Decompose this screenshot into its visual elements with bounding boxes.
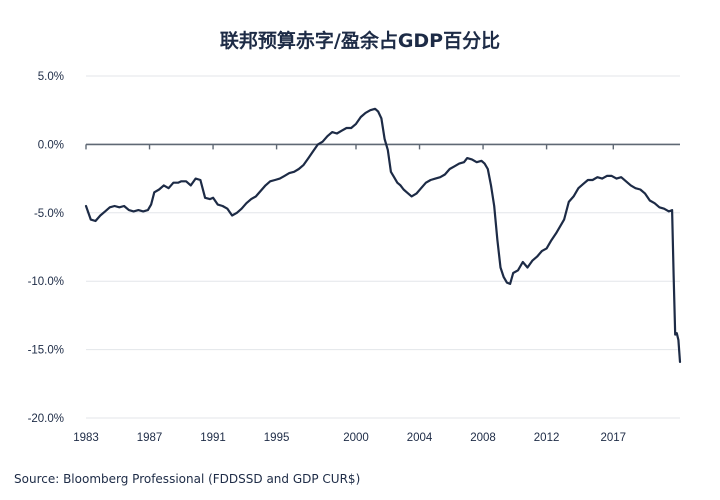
x-tick-label: 2008: [470, 432, 496, 444]
y-tick-label: -20.0%: [28, 413, 64, 425]
x-tick-label: 2004: [407, 432, 433, 444]
x-tick-label: 2017: [600, 432, 626, 444]
x-axis: [85, 143, 680, 150]
y-tick-label: -5.0%: [34, 208, 64, 220]
y-tick-label: 0.0%: [38, 139, 64, 151]
y-tick-label: -15.0%: [28, 345, 64, 357]
x-axis-ticks: 1983 1987 1991 1995 2000 2004 2008 2012 2017: [73, 432, 626, 444]
x-tick-label: 1987: [137, 432, 163, 444]
y-tick-label: -10.0%: [28, 276, 64, 288]
x-tick-label: 1995: [264, 432, 290, 444]
x-tick-label: 1983: [73, 432, 99, 444]
x-tick-label: 2000: [343, 432, 369, 444]
gridlines: [86, 75, 680, 419]
source-note: Source: Bloomberg Professional (FDDSSD a…: [14, 472, 361, 486]
chart-title: 联邦预算赤字/盈余占GDP百分比: [219, 30, 501, 52]
x-tick-label: 1991: [200, 432, 226, 444]
series-line: [84, 107, 682, 363]
y-tick-label: 5.0%: [38, 71, 64, 83]
y-axis-ticks: 5.0% 0.0% -5.0% -10.0% -15.0% -20.0%: [28, 71, 64, 425]
x-tick-label: 2012: [534, 432, 560, 444]
